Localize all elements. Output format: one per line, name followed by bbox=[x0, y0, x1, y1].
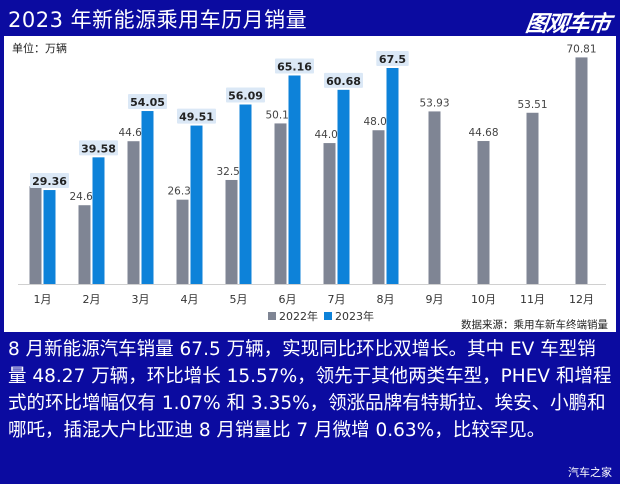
x-tick-label: 1月 bbox=[34, 293, 52, 306]
data-label-2022: 50.18 bbox=[265, 109, 295, 121]
bar-2023 bbox=[190, 125, 203, 285]
data-label-2023: 65.16 bbox=[277, 60, 312, 73]
bar-2023 bbox=[141, 111, 154, 284]
bar-2022 bbox=[274, 123, 287, 284]
data-label-bg-2023 bbox=[128, 94, 167, 110]
summary-text: 8 月新能源汽车销量 67.5 万辆，实现同比环比双增长。其中 EV 车型销量 … bbox=[8, 339, 612, 441]
data-label-2022: 44.68 bbox=[468, 127, 498, 139]
data-label-2023: 56.09 bbox=[228, 90, 263, 103]
bar-2022 bbox=[78, 205, 91, 284]
legend-swatch-2022 bbox=[268, 312, 276, 320]
x-tick-label: 6月 bbox=[279, 293, 297, 306]
x-tick-label: 7月 bbox=[328, 293, 346, 306]
bar-2023 bbox=[337, 89, 350, 284]
data-label-2023: 60.68 bbox=[326, 75, 361, 88]
data-label-2022: 44.62 bbox=[118, 127, 148, 139]
x-tick-label: 8月 bbox=[377, 293, 395, 306]
x-tick-label: 2月 bbox=[83, 293, 101, 306]
data-label-bg-2023 bbox=[177, 108, 216, 124]
data-label-bg-2023 bbox=[226, 87, 265, 103]
bar-2022 bbox=[428, 111, 441, 284]
data-label-2022: 53.93 bbox=[419, 97, 449, 109]
chart-title: 2023 年新能源乘用车历月销量 bbox=[8, 8, 308, 32]
chart-panel: 单位：万辆 数据来源：乘用车新车终端销量 29.36 1月 24.62 39.58 2月… bbox=[4, 36, 616, 332]
data-label-2022: 32.51 bbox=[216, 166, 246, 178]
y-unit-label: 单位：万辆 bbox=[12, 41, 67, 55]
bar-2023 bbox=[92, 157, 105, 284]
data-label-2022: 44.04 bbox=[314, 129, 344, 141]
bar-2022 bbox=[225, 179, 238, 284]
data-label-bg-2023 bbox=[324, 72, 363, 88]
data-label-2023: 49.51 bbox=[179, 111, 214, 124]
bar-2022 bbox=[575, 57, 588, 285]
legend-label-2022: 2022年 bbox=[279, 309, 318, 323]
data-label-bg-2023 bbox=[79, 140, 118, 156]
data-label-2022: 70.81 bbox=[566, 43, 596, 55]
x-tick-label: 5月 bbox=[230, 293, 248, 306]
data-label-2022: 24.62 bbox=[69, 191, 99, 203]
bar-2022 bbox=[526, 112, 539, 284]
x-tick-label: 12月 bbox=[569, 293, 594, 306]
data-label-2022: 48.05 bbox=[363, 116, 393, 128]
bar-2023 bbox=[43, 190, 56, 284]
data-label-bg-2023 bbox=[275, 58, 314, 74]
bar-2022 bbox=[372, 130, 385, 284]
x-tick-label: 4月 bbox=[181, 293, 199, 306]
bar-2023 bbox=[239, 104, 252, 285]
legend-label-2023: 2023年 bbox=[335, 309, 374, 323]
x-tick-label: 9月 bbox=[426, 293, 444, 306]
bar-2023 bbox=[288, 75, 301, 284]
bar-2022 bbox=[323, 143, 336, 284]
bar-2022 bbox=[176, 199, 189, 284]
x-tick-label: 10月 bbox=[471, 293, 496, 306]
brand-logo: 图观车市 bbox=[523, 12, 612, 37]
x-tick-label: 3月 bbox=[132, 293, 150, 306]
data-label-2022: 26.35 bbox=[167, 186, 197, 198]
data-label-bg-2023 bbox=[30, 173, 69, 189]
bar-2022 bbox=[29, 186, 42, 284]
data-label-2023: 39.58 bbox=[81, 142, 116, 155]
data-label-bg-2023 bbox=[376, 51, 409, 66]
bar-2022 bbox=[477, 141, 490, 284]
x-tick-label: 11月 bbox=[520, 293, 545, 306]
bar-chart: 单位：万辆 数据来源：乘用车新车终端销量 29.36 1月 24.62 39.58 2月… bbox=[12, 41, 608, 331]
bar-2022 bbox=[127, 141, 140, 284]
data-source-label: 数据来源：乘用车新车终端销量 bbox=[461, 318, 608, 331]
chart-marks: 29.36 1月 24.62 39.58 2月 44.62 54.05 3月 26.35 49.5… bbox=[18, 43, 606, 323]
data-label-2022: 53.51 bbox=[517, 99, 547, 111]
data-label-2023: 29.36 bbox=[32, 175, 67, 188]
data-label-2023: 67.5 bbox=[379, 53, 406, 66]
bar-2023 bbox=[386, 68, 399, 284]
watermark: 汽车之家 bbox=[568, 466, 612, 479]
legend-swatch-2023 bbox=[324, 312, 332, 320]
data-label-2023: 54.05 bbox=[130, 96, 165, 109]
